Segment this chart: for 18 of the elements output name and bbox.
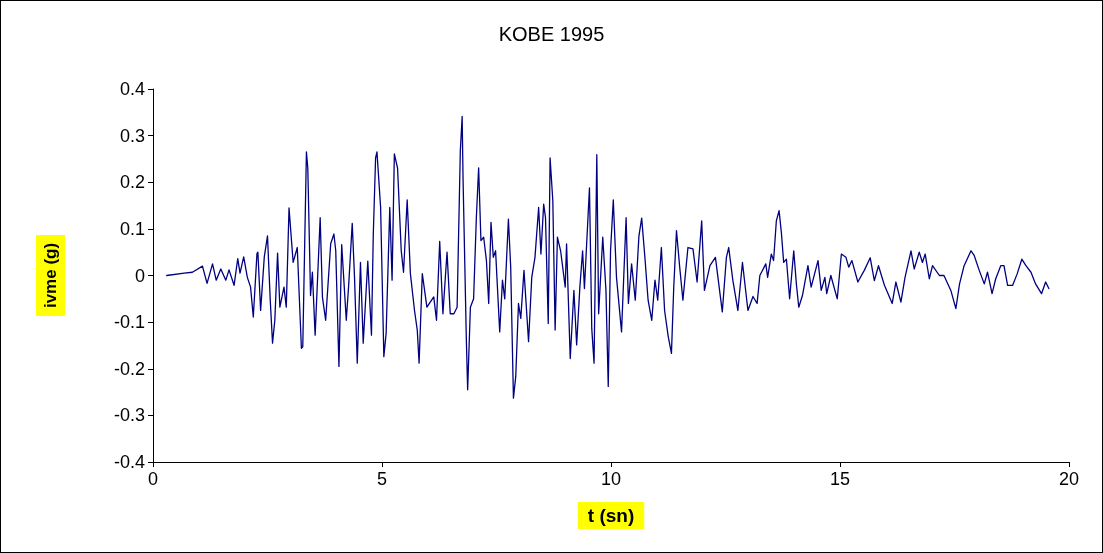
x-tick-label: 20 xyxy=(1058,469,1080,489)
y-tick-label: 0 xyxy=(134,265,145,286)
chart-title: KOBE 1995 xyxy=(498,23,605,45)
y-tick-label: -0.2 xyxy=(113,358,145,379)
y-tick-label: -0.1 xyxy=(113,312,145,333)
x-tick-label: 0 xyxy=(147,469,159,489)
line-series xyxy=(166,115,1050,399)
y-axis-title: ivme (g) xyxy=(41,242,60,309)
x-axis-title: t (sn) xyxy=(587,505,635,526)
x-tick-label: 10 xyxy=(600,469,622,489)
y-tick-label: -0.4 xyxy=(113,452,145,472)
y-tick-label: 0.2 xyxy=(119,172,145,193)
x-tick-label: 15 xyxy=(829,469,851,489)
x-tick-label: 5 xyxy=(376,469,388,489)
y-tick-label: 0.4 xyxy=(119,79,145,99)
y-tick-label: 0.3 xyxy=(119,125,145,146)
y-tick-label: 0.1 xyxy=(119,218,145,239)
y-tick-label: -0.3 xyxy=(113,405,145,426)
